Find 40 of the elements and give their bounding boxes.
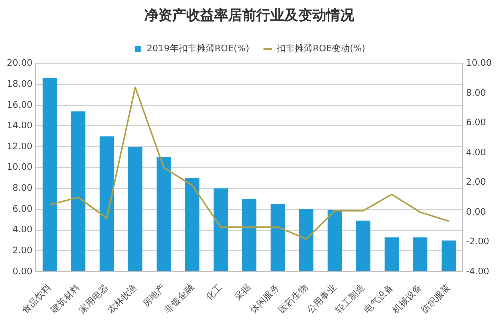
legend-label: 2019年扣非摊薄ROE(%) [146, 44, 250, 55]
bar [384, 238, 400, 272]
y-tick-label: 6.00 [12, 204, 34, 215]
y2-tick-label: 8.00 [466, 88, 487, 99]
bar [128, 147, 143, 272]
y-tick-label: 20.00 [7, 59, 34, 70]
y-tick-label: 10.00 [7, 163, 34, 174]
y-tick-label: 0.00 [12, 267, 34, 278]
bar [442, 240, 456, 272]
y-tick-label: 16.00 [7, 100, 34, 111]
bar [356, 220, 371, 272]
bar [185, 178, 200, 272]
legend-label: 扣非摊薄ROE变动(%) [276, 44, 366, 55]
y2-tick-label: 10.00 [466, 59, 492, 70]
y2-tick-label: 2.00 [466, 178, 487, 188]
chart-title: 净资产收益率居前行业及变动情况 [144, 7, 356, 24]
bar [156, 157, 172, 272]
y2-tick-label: -2.00 [466, 238, 490, 248]
y-tick-label: 14.00 [7, 122, 34, 132]
bar [214, 188, 228, 272]
bar [270, 204, 286, 272]
bar [42, 78, 58, 272]
bar [328, 210, 342, 272]
bar [413, 238, 428, 272]
x-tick-label: 非银金融 [163, 282, 196, 316]
bar [100, 136, 114, 272]
x-tick-label: 采掘 [232, 282, 254, 304]
bar [71, 112, 86, 272]
y-tick-label: 2.00 [12, 246, 34, 256]
y2-tick-label: 4.00 [466, 148, 487, 158]
bar [299, 209, 314, 272]
y-tick-label: 12.00 [7, 142, 34, 152]
x-tick-label: 化工 [204, 282, 225, 304]
bar [242, 199, 257, 272]
y-tick-label: 18.00 [7, 80, 34, 90]
y-tick-label: 4.00 [12, 226, 34, 236]
y2-tick-label: 6.00 [466, 118, 487, 129]
y2-tick-label: -4.00 [466, 267, 490, 278]
y-tick-label: 8.00 [12, 184, 34, 194]
y2-tick-label: 0.00 [466, 208, 487, 218]
